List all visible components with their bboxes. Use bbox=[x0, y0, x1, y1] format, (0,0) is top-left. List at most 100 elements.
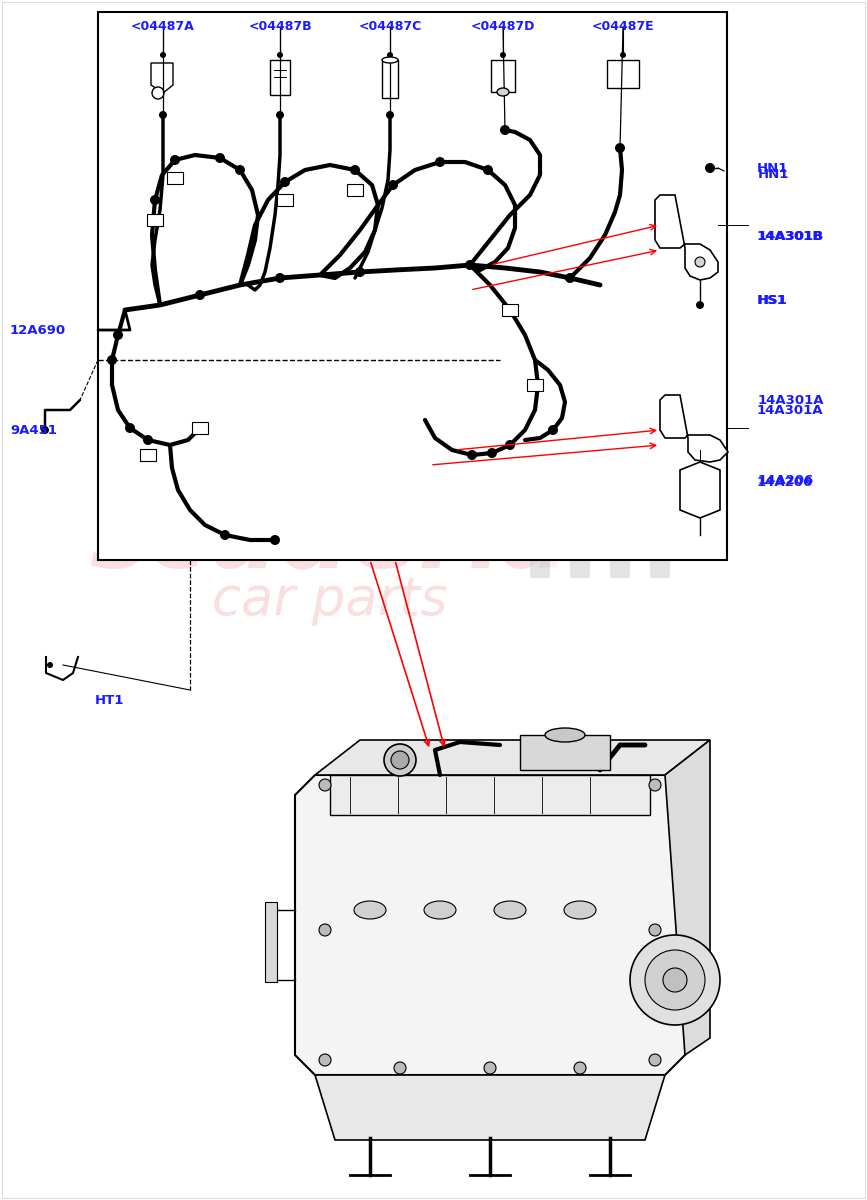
Ellipse shape bbox=[564, 901, 596, 919]
Circle shape bbox=[484, 1062, 496, 1074]
Bar bbox=[530, 558, 550, 578]
Bar bbox=[650, 478, 670, 498]
Circle shape bbox=[487, 448, 497, 458]
Polygon shape bbox=[655, 194, 718, 280]
Bar bbox=[530, 478, 550, 498]
Circle shape bbox=[275, 272, 285, 283]
Text: 14A301A: 14A301A bbox=[757, 403, 824, 416]
Bar bbox=[270, 60, 290, 95]
Text: <04487D: <04487D bbox=[471, 20, 535, 32]
Circle shape bbox=[387, 52, 393, 58]
Circle shape bbox=[467, 450, 477, 460]
Circle shape bbox=[319, 779, 331, 791]
Bar bbox=[590, 518, 610, 538]
Circle shape bbox=[391, 751, 409, 769]
Bar bbox=[491, 60, 515, 92]
Circle shape bbox=[319, 924, 331, 936]
Polygon shape bbox=[330, 775, 650, 815]
Bar bbox=[277, 194, 293, 206]
Circle shape bbox=[649, 1054, 661, 1066]
Bar bbox=[610, 478, 630, 498]
Bar bbox=[570, 558, 590, 578]
Text: HS1: HS1 bbox=[758, 294, 788, 306]
Circle shape bbox=[548, 425, 558, 434]
Polygon shape bbox=[315, 1075, 665, 1140]
Bar bbox=[530, 518, 550, 538]
Circle shape bbox=[483, 164, 493, 175]
Bar bbox=[570, 498, 590, 518]
Circle shape bbox=[152, 86, 164, 98]
Bar bbox=[650, 498, 670, 518]
Circle shape bbox=[276, 110, 284, 119]
Bar bbox=[550, 478, 570, 498]
Text: 14A301B: 14A301B bbox=[757, 230, 824, 244]
Ellipse shape bbox=[382, 56, 398, 62]
Circle shape bbox=[143, 434, 153, 445]
Circle shape bbox=[386, 110, 394, 119]
Text: 12A690: 12A690 bbox=[10, 324, 66, 336]
Bar bbox=[570, 518, 590, 538]
Circle shape bbox=[645, 950, 705, 1010]
Ellipse shape bbox=[497, 88, 509, 96]
Circle shape bbox=[465, 260, 475, 270]
Text: <04487B: <04487B bbox=[248, 20, 312, 32]
Circle shape bbox=[500, 125, 510, 134]
Circle shape bbox=[615, 143, 625, 152]
Text: 14A206: 14A206 bbox=[758, 474, 814, 486]
Bar bbox=[607, 60, 639, 88]
Circle shape bbox=[649, 779, 661, 791]
Circle shape bbox=[47, 662, 53, 668]
Bar bbox=[590, 558, 610, 578]
Circle shape bbox=[394, 1062, 406, 1074]
Bar bbox=[610, 518, 630, 538]
Bar bbox=[167, 172, 183, 184]
Bar bbox=[650, 518, 670, 538]
Circle shape bbox=[113, 330, 123, 340]
Circle shape bbox=[565, 272, 575, 283]
Circle shape bbox=[630, 935, 720, 1025]
Circle shape bbox=[277, 52, 283, 58]
Bar bbox=[630, 558, 650, 578]
Text: HT1: HT1 bbox=[95, 694, 124, 707]
Circle shape bbox=[663, 968, 687, 992]
Bar bbox=[140, 449, 156, 461]
Circle shape bbox=[505, 440, 515, 450]
Text: 14A206: 14A206 bbox=[757, 475, 813, 488]
Circle shape bbox=[384, 744, 416, 776]
Circle shape bbox=[319, 1054, 331, 1066]
Bar bbox=[630, 538, 650, 558]
Circle shape bbox=[170, 155, 180, 164]
Circle shape bbox=[160, 52, 166, 58]
Bar bbox=[550, 538, 570, 558]
Polygon shape bbox=[315, 740, 710, 775]
Circle shape bbox=[435, 157, 445, 167]
Bar bbox=[98, 12, 727, 560]
Text: HN1: HN1 bbox=[758, 168, 789, 181]
Polygon shape bbox=[151, 62, 173, 92]
Ellipse shape bbox=[354, 901, 386, 919]
Text: <04487C: <04487C bbox=[358, 20, 421, 32]
Bar bbox=[382, 60, 398, 98]
Bar bbox=[590, 538, 610, 558]
Bar bbox=[550, 558, 570, 578]
Circle shape bbox=[574, 1062, 586, 1074]
Circle shape bbox=[195, 290, 205, 300]
Circle shape bbox=[159, 110, 167, 119]
Circle shape bbox=[107, 355, 117, 365]
Bar bbox=[670, 558, 690, 578]
Circle shape bbox=[150, 194, 160, 205]
Text: HN1: HN1 bbox=[757, 162, 788, 174]
Ellipse shape bbox=[424, 901, 456, 919]
Bar bbox=[670, 478, 690, 498]
Circle shape bbox=[41, 426, 49, 434]
Bar bbox=[520, 734, 610, 770]
Bar bbox=[530, 538, 550, 558]
Ellipse shape bbox=[545, 728, 585, 742]
Circle shape bbox=[620, 52, 626, 58]
Bar bbox=[610, 558, 630, 578]
Circle shape bbox=[695, 257, 705, 266]
Circle shape bbox=[195, 422, 205, 433]
Polygon shape bbox=[660, 395, 728, 462]
Text: scuderia: scuderia bbox=[89, 492, 570, 588]
Circle shape bbox=[500, 52, 506, 58]
